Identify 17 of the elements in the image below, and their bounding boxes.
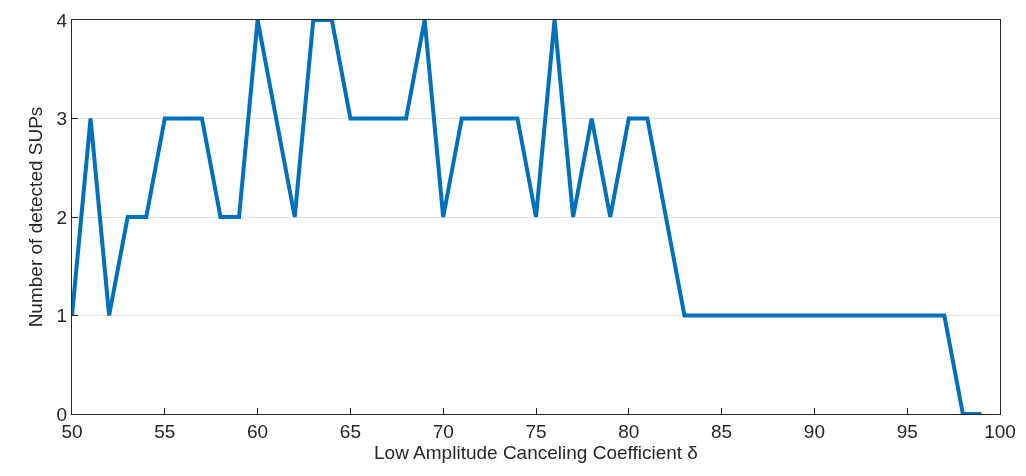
x-axis-title: Low Amplitude Canceling Coefficient δ	[374, 441, 698, 463]
x-tick-label: 100	[984, 420, 1016, 442]
y-tick-label: 1	[56, 305, 68, 327]
x-tick-label: 85	[711, 420, 733, 442]
x-tick-label: 55	[154, 420, 176, 442]
y-tick-label: 4	[56, 9, 68, 31]
x-tick-label: 95	[896, 420, 918, 442]
x-tick-label: 65	[339, 420, 361, 442]
x-tick-label: 80	[618, 420, 640, 442]
x-tick-label: 70	[432, 420, 454, 442]
line-series	[72, 20, 984, 414]
y-tick-label: 3	[56, 108, 68, 130]
y-tick-label: 2	[56, 206, 68, 228]
y-axis-title: Number of detected SUPs	[25, 106, 47, 328]
x-tick-label: 90	[803, 420, 825, 442]
x-tick-label: 60	[247, 420, 269, 442]
x-tick-label: 75	[525, 420, 547, 442]
